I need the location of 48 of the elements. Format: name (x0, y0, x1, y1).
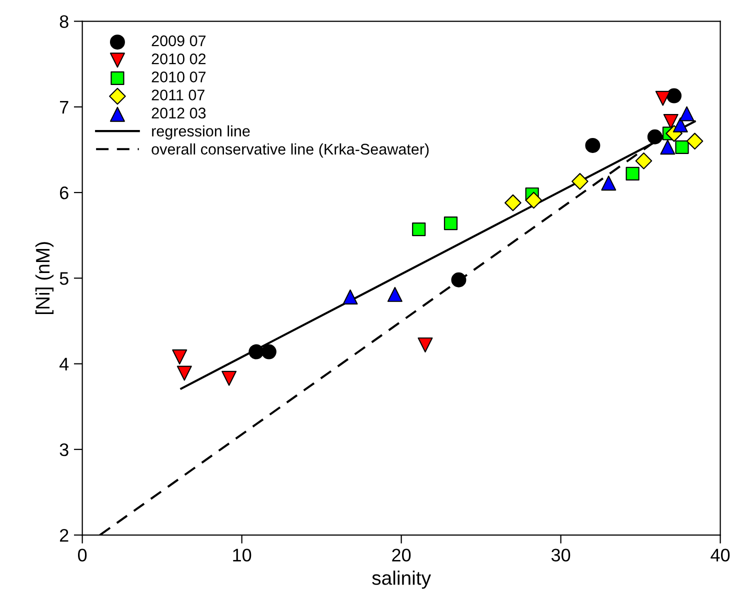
y-tick-label: 2 (60, 528, 68, 542)
point (655, 90, 670, 106)
point (660, 140, 676, 155)
y-axis-title: [Ni] (nM) (35, 242, 54, 314)
point (248, 344, 264, 360)
point (572, 172, 588, 190)
point (525, 192, 542, 209)
legend-label: regression line (152, 125, 250, 140)
x-tick-label: 20 (392, 548, 411, 562)
point (261, 344, 276, 360)
legend-label: 2011 07 (152, 90, 204, 100)
point (444, 216, 458, 230)
point (679, 106, 694, 122)
y-tick-label: 4 (60, 358, 69, 370)
x-tick-label: 10 (233, 548, 252, 562)
point (412, 222, 426, 236)
point (585, 138, 600, 153)
point (663, 114, 678, 129)
point (647, 129, 662, 144)
point (672, 117, 688, 132)
x-axis-title: salinity (372, 570, 431, 589)
y-tick-label: 7 (60, 101, 68, 114)
y-tick-label: 8 (60, 15, 68, 28)
point (222, 370, 237, 386)
y-tick-label: 3 (60, 443, 68, 456)
legend-label: 2010 02 (152, 53, 206, 64)
legend-label: 2009 07 (152, 35, 206, 46)
y-tick-label: 5 (60, 272, 68, 285)
point (686, 132, 704, 150)
legend-label: 2010 07 (152, 72, 206, 82)
point (504, 194, 522, 212)
point (176, 366, 192, 381)
x-tick-label: 40 (710, 548, 730, 562)
point (675, 140, 689, 154)
y-tick-label: 6 (60, 186, 68, 200)
legend-label: overall conservative line (Krka-Seawater) (152, 143, 429, 158)
point (451, 272, 466, 288)
point (626, 166, 640, 180)
point (387, 286, 402, 302)
x-tick-label: 0 (78, 548, 87, 562)
point (418, 337, 433, 352)
point (342, 290, 358, 304)
point (635, 152, 652, 170)
point (601, 176, 616, 191)
legend-label: 2012 03 (152, 108, 206, 118)
point (172, 349, 188, 364)
point (666, 88, 682, 104)
x-tick-label: 30 (551, 548, 570, 562)
